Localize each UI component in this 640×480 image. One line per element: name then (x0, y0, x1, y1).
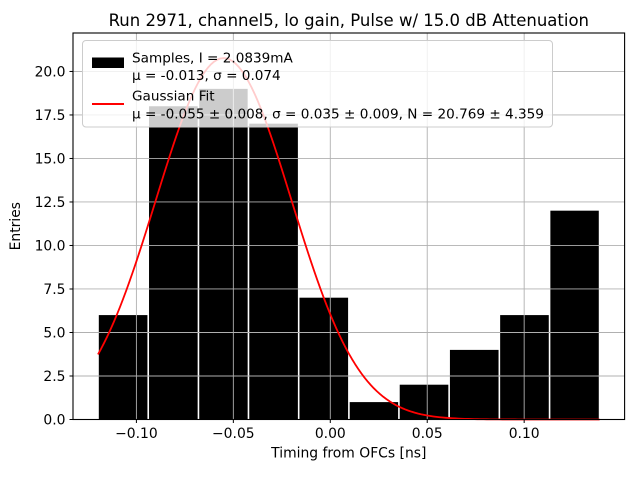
tick-layer: −0.10 −0.05 0.00 0.05 0.10 0.0 2.5 5.0 7.5 10.0 12… (35, 64, 540, 442)
histogram-bar (550, 210, 599, 420)
x-tick-label: 0.00 (315, 426, 346, 442)
histogram-bar (299, 297, 349, 420)
legend-fit-line2: μ = -0.055 ± 0.008, σ = 0.035 ± 0.009, N… (132, 107, 544, 123)
chart-title: Run 2971, channel5, lo gain, Pulse w/ 15… (109, 11, 589, 30)
histogram-bar (399, 384, 449, 420)
y-tick-label: 7.5 (43, 282, 65, 298)
x-axis-label: Timing from OFCs [ns] (270, 446, 426, 462)
y-axis-label: Entries (8, 202, 24, 250)
legend-samples-line1: Samples, I = 2.0839mA (132, 51, 294, 67)
histogram-bar (199, 88, 248, 420)
y-tick-label: 12.5 (35, 195, 66, 211)
y-tick-label: 2.5 (43, 369, 65, 385)
axes-spines-layer (72, 32, 626, 421)
histogram-bar (449, 349, 499, 420)
histogram-bar (149, 106, 198, 420)
legend-box: Samples, I = 2.0839mA μ = -0.013, σ = 0.… (82, 40, 553, 128)
y-tick-label: 20.0 (35, 64, 66, 80)
histogram-bar (98, 315, 148, 420)
x-tick-label: −0.05 (212, 426, 255, 442)
y-tick-label: 5.0 (43, 325, 65, 341)
samples-swatch-icon (92, 57, 124, 68)
x-tick-label: −0.10 (115, 426, 158, 442)
y-tick-label: 10.0 (35, 238, 66, 254)
histogram-bar (349, 402, 399, 420)
legend-fit-line1: Gaussian Fit (132, 89, 215, 105)
axes-frame (72, 32, 626, 421)
x-tick-label: 0.10 (509, 426, 540, 442)
legend-samples-line2: μ = -0.013, σ = 0.074 (132, 68, 281, 84)
y-tick-label: 17.5 (35, 108, 66, 124)
histogram-bar (249, 123, 298, 420)
y-tick-label: 0.0 (43, 412, 65, 428)
y-tick-label: 15.0 (35, 151, 66, 167)
x-tick-label: 0.05 (412, 426, 443, 442)
legend-frame (82, 40, 553, 128)
